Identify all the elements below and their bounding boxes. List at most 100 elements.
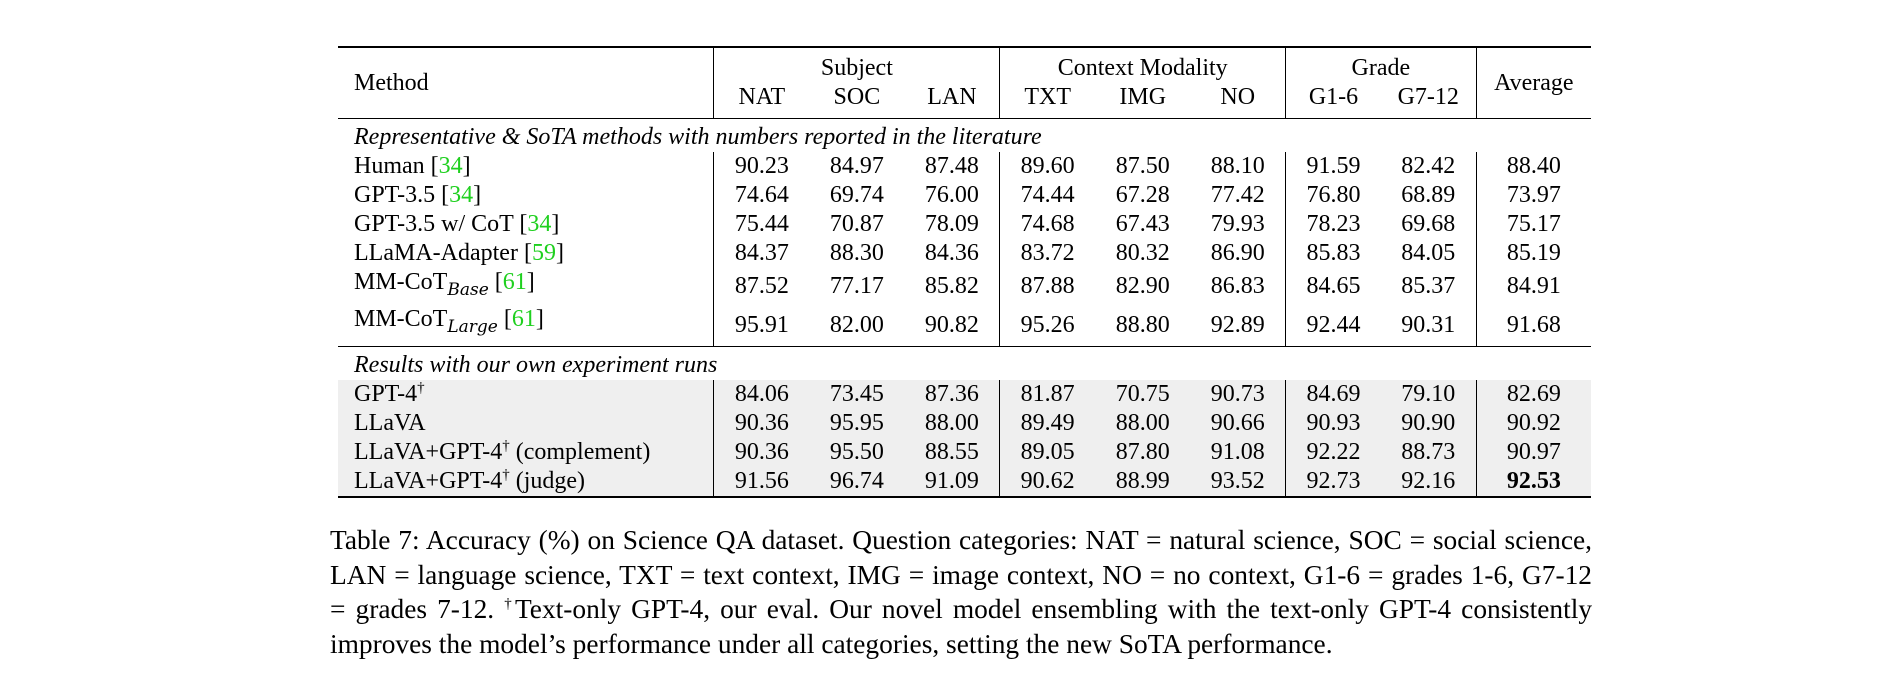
value-cell: 70.75 xyxy=(1095,379,1191,409)
dagger-mark: † xyxy=(502,437,510,454)
average-cell: 92.53 xyxy=(1475,466,1591,497)
method-name: MM-CoT xyxy=(354,305,448,332)
value-cell: 90.66 xyxy=(1190,408,1286,438)
average-cell: 88.40 xyxy=(1475,152,1591,181)
value-cell: 84.36 xyxy=(924,240,979,266)
average-cell: 90.92 xyxy=(1475,408,1591,438)
method-cell: MM-CoTLarge [61] xyxy=(354,305,544,337)
value-cell: 85.37 xyxy=(1401,272,1456,299)
method-name: Human xyxy=(354,153,425,179)
value-cell: 90.23 xyxy=(713,152,810,181)
average-cell: 84.91 xyxy=(1475,268,1591,305)
value-cell: 67.43 xyxy=(1115,211,1170,237)
column-header-soc: SOC xyxy=(833,84,881,110)
table-caption: Table 7: Accuracy (%) on Science QA data… xyxy=(330,523,1592,661)
method-cell: GPT-3.5 w/ CoT [34] xyxy=(354,211,560,237)
value-cell: 79.10 xyxy=(1380,379,1477,409)
value-cell: 95.91 xyxy=(713,304,810,347)
method-note: (complement) xyxy=(515,438,651,465)
value-cell: 90.82 xyxy=(924,311,979,338)
column-header-nat: NAT xyxy=(713,83,810,119)
value-cell: 90.36 xyxy=(713,437,810,467)
value-cell: 88.99 xyxy=(1095,466,1191,497)
value-cell: 92.16 xyxy=(1380,466,1477,497)
section-title: Representative & SoTA methods with numbe… xyxy=(354,124,1042,150)
value-cell: 88.00 xyxy=(1095,408,1191,438)
method-cell: GPT-3.5 [34] xyxy=(354,182,482,208)
value-cell: 90.93 xyxy=(1285,408,1381,438)
value-cell: 86.90 xyxy=(1210,240,1265,266)
column-header-lan: LAN xyxy=(927,84,977,110)
value-cell: 90.36 xyxy=(713,408,810,438)
column-header-no: NO xyxy=(1220,84,1256,110)
method-name: LLaVA xyxy=(354,409,426,436)
method-name: LLaVA+GPT-4 xyxy=(354,438,503,465)
average-cell: 90.97 xyxy=(1475,437,1591,467)
method-name: MM-CoT xyxy=(354,269,448,295)
method-note: (judge) xyxy=(515,467,586,494)
citation-link: 59 xyxy=(531,240,556,266)
method-cell: LLaVA+GPT-4† (judge) xyxy=(338,466,714,497)
value-cell: 96.74 xyxy=(809,466,905,497)
value-cell: 76.80 xyxy=(1285,181,1381,210)
citation-link: 34 xyxy=(527,211,552,237)
method-cell: LLaVA+GPT-4† (complement) xyxy=(338,437,714,467)
value-cell: 91.08 xyxy=(1190,437,1286,467)
value-cell: 89.60 xyxy=(999,152,1096,181)
method-subscript: Base xyxy=(447,278,488,300)
citation-link: 34 xyxy=(438,153,463,179)
value-cell: 89.49 xyxy=(999,408,1096,438)
value-cell: 74.64 xyxy=(713,181,810,210)
context-group-header: Context Modality xyxy=(999,47,1286,83)
table-row: GPT-3.5 w/ CoT [34] 75.44 70.87 78.09 74.68 6… xyxy=(338,210,1591,239)
column-header-g1-6: G1-6 xyxy=(1285,83,1381,119)
value-cell: 90.90 xyxy=(1380,408,1477,438)
value-cell: 87.36 xyxy=(904,379,1000,409)
caption-text-part-2: Text-only GPT-4, our eval. Our novel mod… xyxy=(330,594,1593,659)
method-name: GPT-3.5 w/ CoT xyxy=(354,211,514,237)
average-cell: 85.19 xyxy=(1475,239,1591,268)
method-name: LLaMA-Adapter xyxy=(354,240,518,266)
value-cell: 91.56 xyxy=(713,466,810,497)
method-subscript-text: Large xyxy=(447,316,498,337)
value-cell: 77.17 xyxy=(829,272,884,299)
table-row: GPT-4† 84.06 73.45 87.36 81.87 70.75 90.73 84.6… xyxy=(338,379,1591,409)
value-cell: 88.80 xyxy=(1115,311,1170,338)
value-cell: 67.28 xyxy=(1115,182,1170,208)
table-row: LLaVA 90.36 95.95 88.00 89.49 88.00 90.66 90.93… xyxy=(338,408,1591,438)
value-cell: 84.97 xyxy=(829,153,884,179)
value-cell: 88.10 xyxy=(1210,153,1265,179)
column-header-txt: TXT xyxy=(999,83,1096,119)
grade-group-header: Grade xyxy=(1285,47,1477,83)
value-cell: 88.55 xyxy=(904,437,1000,467)
value-cell: 70.87 xyxy=(829,211,884,237)
value-cell: 84.37 xyxy=(713,239,810,268)
citation-link: 61 xyxy=(511,305,536,332)
method-subscript-text: Base xyxy=(447,279,489,300)
value-cell: 79.93 xyxy=(1210,211,1265,237)
subject-group-header: Subject xyxy=(713,47,1000,83)
value-cell: 82.00 xyxy=(829,311,884,338)
average-cell: 82.69 xyxy=(1475,379,1591,409)
value-cell: 85.83 xyxy=(1285,239,1381,268)
method-header: Method xyxy=(354,69,429,96)
value-cell: 93.52 xyxy=(1190,466,1286,497)
value-cell: 88.00 xyxy=(904,408,1000,438)
value-cell: 86.83 xyxy=(1210,272,1265,299)
table-row: Human [34] 90.23 84.97 87.48 89.60 87.50 88.10… xyxy=(338,152,1591,181)
table-row: LLaVA+GPT-4† (complement) 90.36 95.50 88.55… xyxy=(338,437,1591,467)
table-row: GPT-3.5 [34] 74.64 69.74 76.00 74.44 67.28 77.… xyxy=(338,181,1591,210)
value-cell: 69.68 xyxy=(1401,211,1456,237)
value-cell: 95.50 xyxy=(809,437,905,467)
value-cell: 95.26 xyxy=(999,304,1096,347)
table-row: MM-CoTLarge [61] 95.91 82.00 90.82 95.26 88.8… xyxy=(338,304,1591,347)
column-header-g7-12: G7-12 xyxy=(1397,84,1459,110)
value-cell: 73.45 xyxy=(809,379,905,409)
value-cell: 87.50 xyxy=(1115,153,1170,179)
results-table-container: Method Subject Context Modality Grade Av… xyxy=(338,46,1591,498)
dagger-mark: † xyxy=(502,466,510,483)
value-cell: 95.95 xyxy=(809,408,905,438)
caption-text-part-1: Table 7: Accuracy (%) on Science QA data… xyxy=(330,525,1592,624)
method-cell: GPT-4† xyxy=(338,379,714,409)
table-body: Representative & SoTA methods with numbe… xyxy=(338,118,1591,497)
